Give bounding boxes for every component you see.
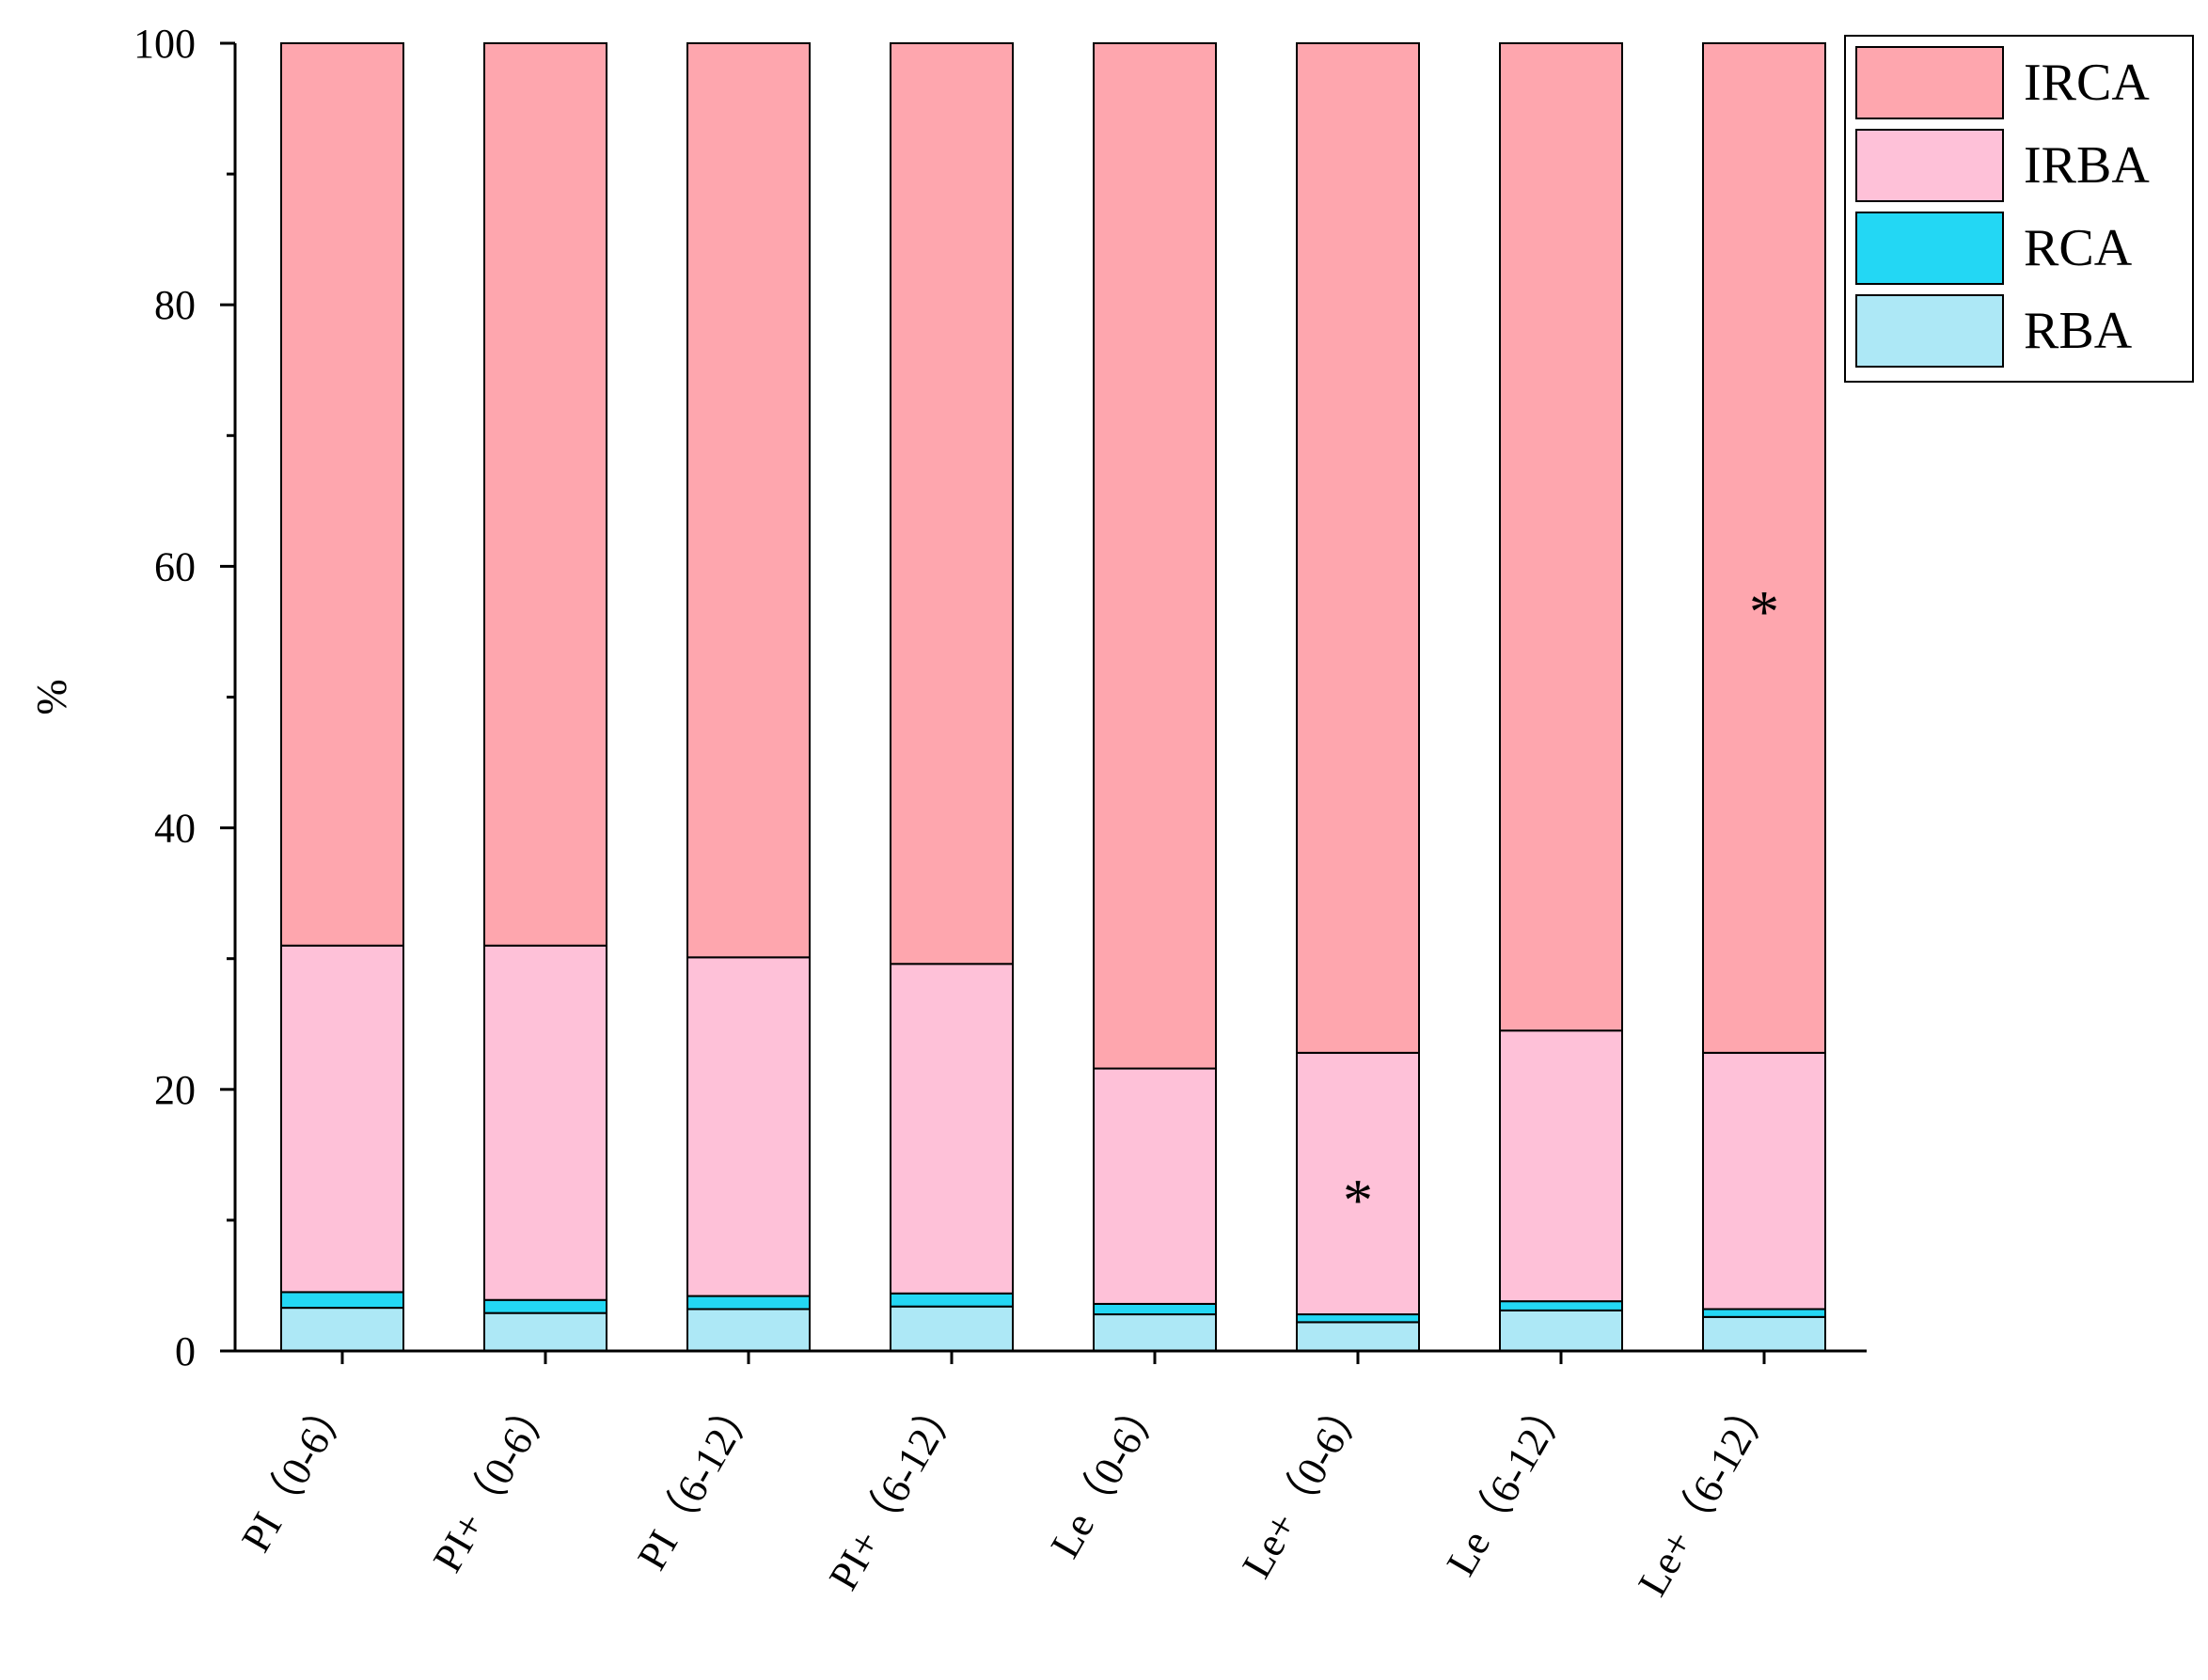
bar-rca-0 — [280, 1291, 404, 1310]
bar-rca-2 — [686, 1295, 811, 1311]
x-tick-label: Le+（6-12） — [1629, 1386, 1781, 1604]
bar-rca-6 — [1499, 1300, 1623, 1311]
y-axis-title: % — [27, 679, 75, 714]
bar-irba-0 — [280, 944, 404, 1294]
bar-rba-6 — [1499, 1309, 1623, 1353]
y-tick-label: 0 — [175, 1328, 196, 1374]
bar-rba-0 — [280, 1307, 404, 1353]
x-tick-label: Le+（0-6） — [1233, 1386, 1375, 1586]
bar-rba-4 — [1093, 1313, 1217, 1353]
bar-rca-5 — [1296, 1313, 1420, 1324]
legend-label-irba: IRBA — [2024, 136, 2150, 195]
bar-irca-5 — [1296, 42, 1420, 1054]
x-tick-label: Le（6-12） — [1438, 1386, 1579, 1584]
bar-irba-5 — [1296, 1051, 1420, 1316]
significance-marker: * — [1343, 1167, 1373, 1233]
bars-layer — [280, 42, 1826, 1353]
bar-irba-2 — [686, 956, 811, 1297]
bar-irca-3 — [890, 42, 1014, 966]
bar-irba-3 — [890, 963, 1014, 1295]
x-tick-label: PI+（0-6） — [424, 1386, 563, 1580]
legend-swatch-rca — [1855, 212, 2004, 285]
legend-swatch-irba — [1855, 129, 2004, 202]
bar-rca-1 — [483, 1298, 607, 1314]
legend-label-irca: IRCA — [2024, 54, 2150, 112]
bar-irba-1 — [483, 944, 607, 1301]
bar-rba-1 — [483, 1311, 607, 1353]
bar-rba-3 — [890, 1305, 1014, 1353]
bar-irca-7 — [1702, 42, 1826, 1054]
bar-irca-1 — [483, 42, 607, 947]
x-tick-label: PI（0-6） — [232, 1386, 359, 1560]
bar-rca-4 — [1093, 1302, 1217, 1316]
x-tick-label: PI（6-12） — [628, 1386, 765, 1578]
legend-label-rca: RCA — [2024, 219, 2133, 277]
x-tick-label: Le（0-6） — [1042, 1386, 1173, 1566]
y-tick-label: 20 — [154, 1067, 196, 1113]
legend-label-rba: RBA — [2024, 302, 2133, 360]
x-tick-label: PI+（6-12） — [820, 1386, 970, 1598]
y-tick-label: 40 — [154, 806, 196, 852]
bar-irca-6 — [1499, 42, 1623, 1032]
bar-irca-0 — [280, 42, 404, 947]
legend-swatch-rba — [1855, 294, 2004, 368]
bar-rca-3 — [890, 1292, 1014, 1308]
bar-rba-2 — [686, 1308, 811, 1353]
y-tick-label: 60 — [154, 543, 196, 589]
bar-rba-5 — [1296, 1321, 1420, 1352]
bar-irba-6 — [1499, 1029, 1623, 1303]
bar-irba-7 — [1702, 1051, 1826, 1311]
bar-irca-2 — [686, 42, 811, 959]
annotations-layer: ** — [1343, 578, 1779, 1233]
y-tick-label: 80 — [154, 282, 196, 328]
bar-rca-7 — [1702, 1308, 1826, 1318]
y-tick-label: 100 — [134, 21, 196, 67]
bar-irba-4 — [1093, 1067, 1217, 1305]
bar-irca-4 — [1093, 42, 1217, 1070]
bar-rba-7 — [1702, 1315, 1826, 1352]
legend-swatch-irca — [1855, 46, 2004, 119]
significance-marker: * — [1749, 578, 1779, 645]
legend: IRCA IRBA RCA RBA — [1844, 35, 2194, 383]
